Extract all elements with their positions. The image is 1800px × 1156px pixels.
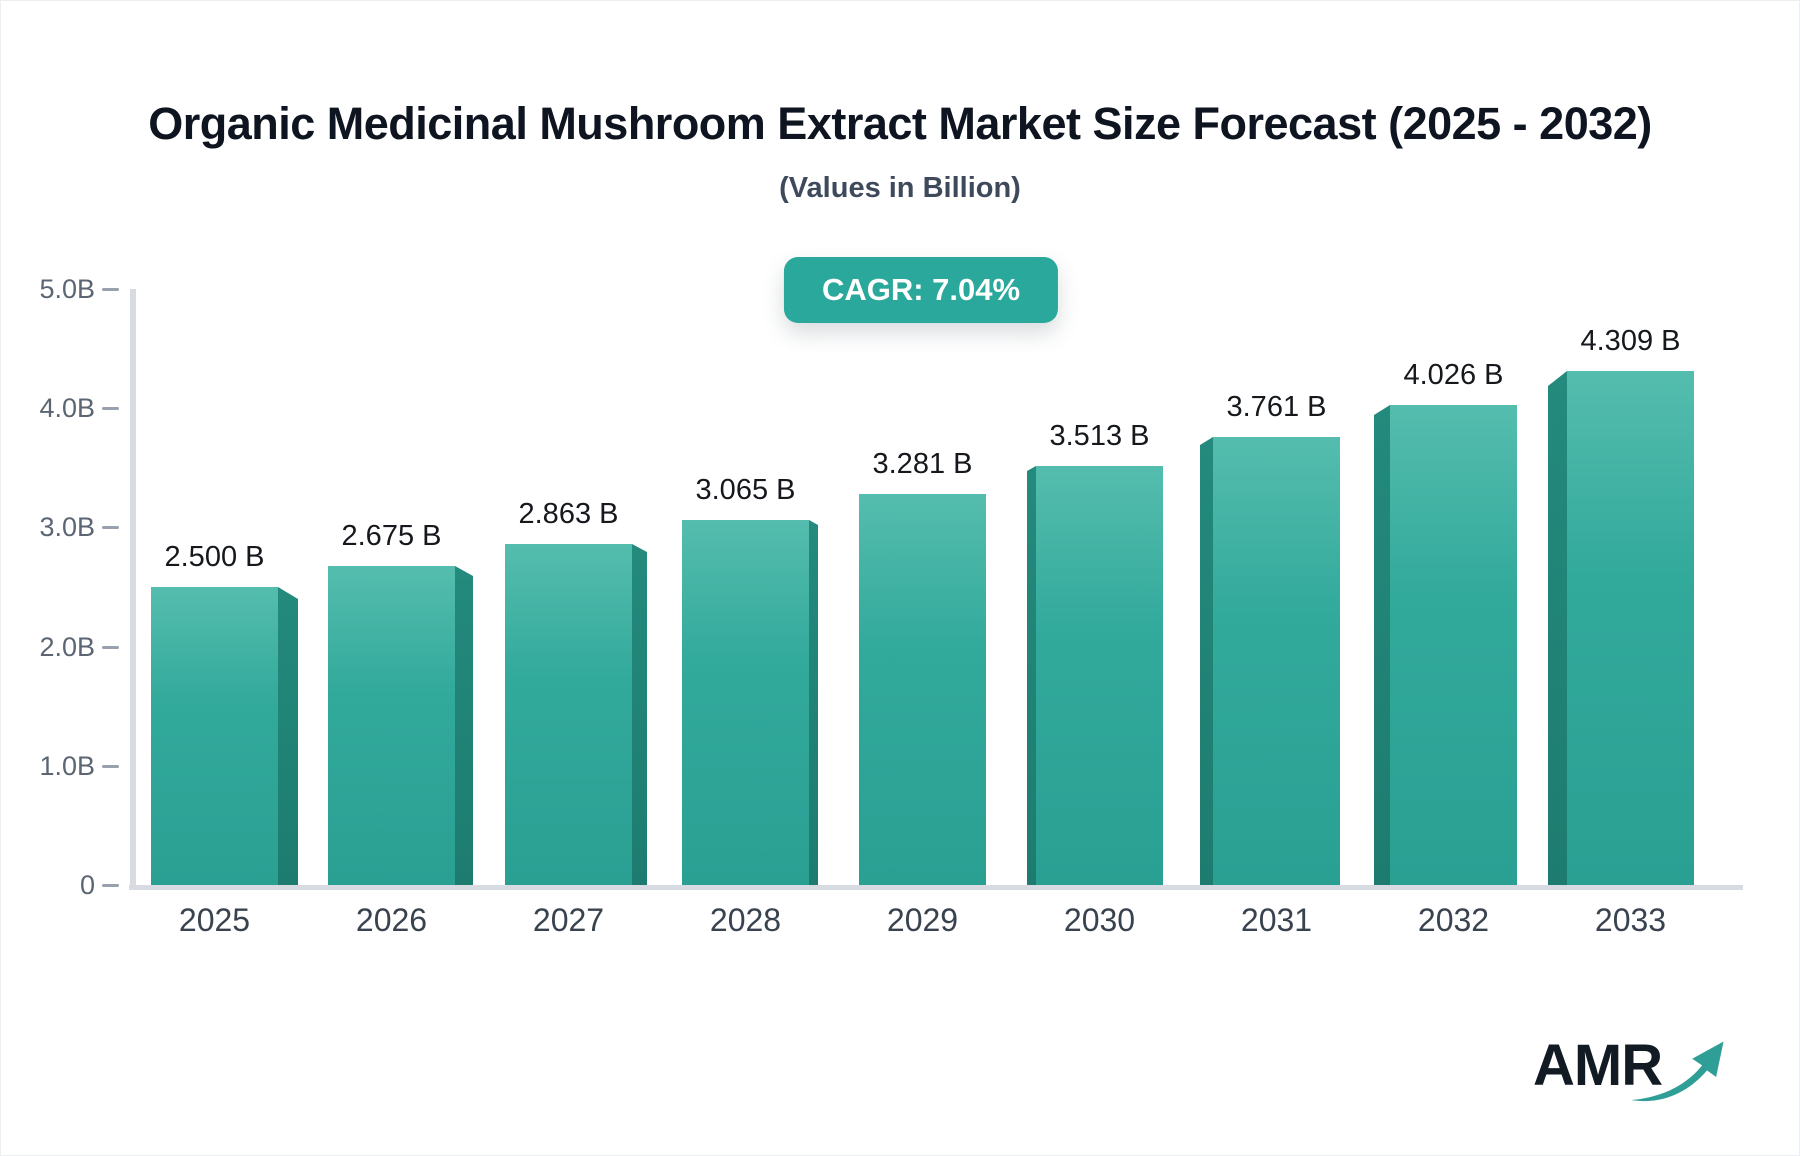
bar-value-label: 2.863 B	[518, 498, 619, 530]
bar	[1567, 371, 1694, 885]
bar-value-label: 4.309 B	[1580, 325, 1681, 357]
x-axis-label: 2029	[886, 902, 959, 938]
bar-side-face	[632, 544, 647, 885]
y-tick-label: 5.0B	[39, 274, 95, 304]
bar-side-face	[455, 566, 473, 885]
bar-value-label: 3.065 B	[695, 474, 796, 506]
bar	[859, 494, 986, 885]
bar-side-face	[1374, 405, 1390, 885]
bar	[505, 544, 632, 885]
cagr-badge: CAGR: 7.04%	[783, 257, 1059, 323]
y-tick-mark	[102, 884, 119, 887]
x-axis-label: 2031	[1240, 902, 1313, 938]
y-axis-line	[130, 289, 136, 885]
x-axis-label: 2026	[355, 902, 428, 938]
bar-value-label: 3.281 B	[872, 448, 973, 480]
x-axis-label: 2032	[1417, 902, 1490, 938]
growth-arrow-icon	[1631, 1041, 1724, 1102]
y-tick-mark	[102, 526, 119, 530]
bar	[1036, 466, 1163, 885]
y-tick-label: 3.0B	[39, 512, 95, 543]
bar	[151, 587, 278, 885]
bar-side-face	[1027, 466, 1036, 885]
y-tick-label: 1.0B	[39, 750, 95, 781]
y-tick-mark	[102, 288, 119, 291]
x-axis-label: 2027	[532, 902, 605, 938]
bar-side-face	[809, 520, 818, 885]
bar-value-label: 2.500 B	[164, 541, 265, 573]
y-tick-mark	[102, 407, 119, 411]
bar-side-face	[278, 587, 298, 885]
x-axis-label: 2033	[1594, 902, 1667, 938]
y-tick-label: 2.0B	[39, 631, 95, 662]
y-tick-mark	[102, 645, 119, 649]
bar	[1213, 437, 1340, 885]
bar-side-face	[1200, 437, 1213, 885]
x-axis-label: 2025	[178, 902, 251, 938]
bar-side-face	[1548, 371, 1567, 885]
bar-value-label: 3.761 B	[1226, 391, 1327, 423]
bar	[1390, 405, 1517, 885]
amr-logo-text: AMR	[1533, 1033, 1663, 1098]
bar	[328, 566, 455, 885]
y-tick-mark	[102, 764, 119, 768]
bar	[682, 520, 809, 885]
x-axis-label: 2028	[709, 902, 782, 938]
bar-value-label: 4.026 B	[1403, 359, 1504, 391]
amr-logo: AMR	[1533, 1037, 1742, 1105]
x-axis-baseline	[129, 885, 1743, 890]
bar-value-label: 3.513 B	[1049, 420, 1150, 452]
y-tick-label: 0	[79, 870, 95, 900]
y-tick-label: 4.0B	[39, 393, 95, 424]
chart-subtitle: (Values in Billion)	[779, 172, 1021, 204]
x-axis-label: 2030	[1063, 902, 1136, 938]
chart-title: Organic Medicinal Mushroom Extract Marke…	[148, 98, 1652, 149]
bar-value-label: 2.675 B	[341, 520, 442, 552]
